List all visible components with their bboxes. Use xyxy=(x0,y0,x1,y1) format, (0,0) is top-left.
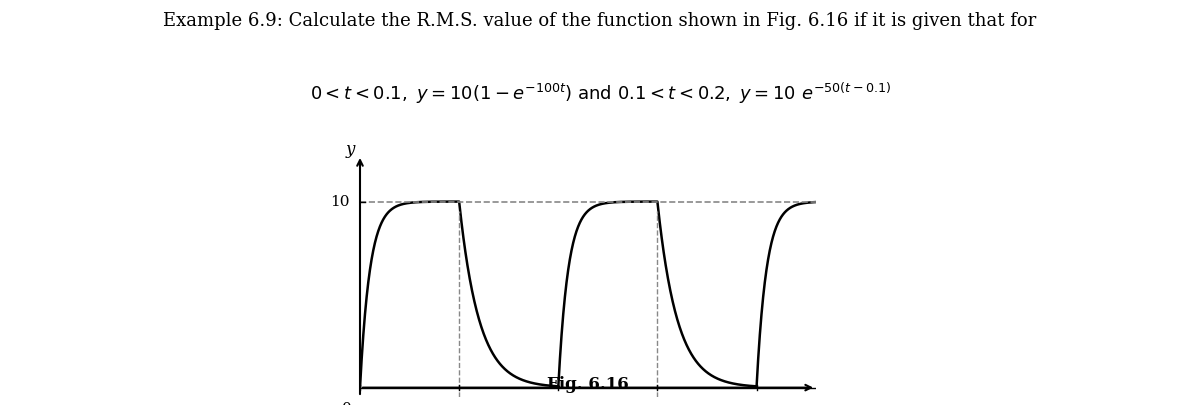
Text: $0 < t < 0.1,\ y = 10(1 - e^{-100t})\ \mathrm{and}\ 0.1 < t < 0.2,\ y = 10\ e^{-: $0 < t < 0.1,\ y = 10(1 - e^{-100t})\ \m… xyxy=(310,81,890,106)
Text: Example 6.9: Calculate the R.M.S. value of the function shown in Fig. 6.16 if it: Example 6.9: Calculate the R.M.S. value … xyxy=(163,12,1037,30)
Text: 0: 0 xyxy=(342,403,352,405)
Text: Fig. 6.16: Fig. 6.16 xyxy=(547,376,629,393)
Text: y: y xyxy=(346,141,355,158)
Text: 10: 10 xyxy=(330,194,350,209)
